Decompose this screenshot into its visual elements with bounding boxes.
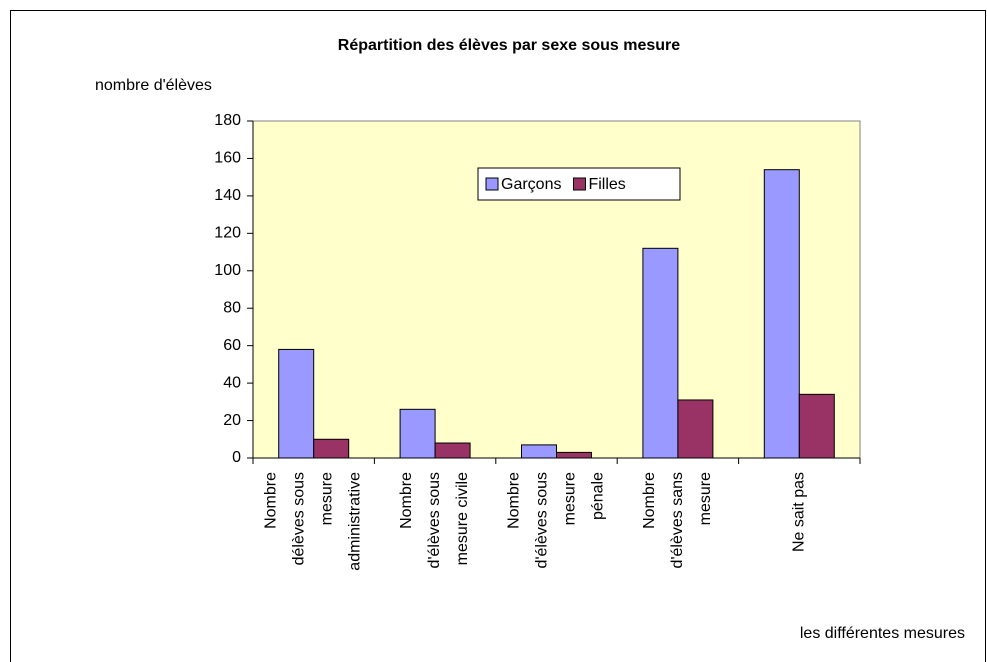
x-tick-label-line: Nombre (263, 472, 280, 529)
x-tick-label-line: mesure civile (454, 472, 471, 565)
legend-swatch (485, 177, 499, 191)
bar (556, 451, 592, 459)
x-tick-label: Ne sait pas (791, 472, 808, 552)
x-tick-label-line: Nombre (641, 472, 658, 529)
y-tick-label: 180 (214, 112, 241, 129)
bar (642, 247, 679, 459)
bar (399, 408, 436, 459)
x-tick-label-line: d'élèves sans (669, 472, 686, 568)
y-axis-label: nombre d'élèves (95, 77, 212, 94)
x-tick-label-line: délèves sous (291, 472, 308, 565)
y-tick-label: 80 (223, 299, 241, 316)
legend-label: Garçons (501, 176, 561, 193)
x-tick-label: Nombre d'élèves sans mesure (641, 472, 714, 569)
x-tick-label-line: mesure (319, 472, 336, 525)
x-tick-label-line: mesure (697, 472, 714, 525)
x-tick-label-line: Nombre (506, 472, 523, 529)
y-tick-label: 140 (214, 187, 241, 204)
legend-label: Filles (588, 176, 625, 193)
x-tick-label-line: administrative (347, 472, 364, 571)
y-tick-label: 120 (214, 225, 241, 242)
y-tick-label: 40 (223, 374, 241, 391)
bar (763, 169, 800, 459)
x-tick-label-line: Nombre (398, 472, 415, 529)
bar (677, 399, 714, 459)
bar (798, 393, 835, 459)
x-tick-label: Nombre délèves sous mesure administrative (263, 472, 364, 571)
x-tick-label: Nombre d'élèves sous mesure pénale (506, 472, 607, 569)
x-tick-label-line: Ne sait pas (791, 472, 808, 552)
bar (278, 348, 315, 459)
y-tick-label: 20 (223, 412, 241, 429)
bar (313, 438, 350, 459)
y-tick-label: 60 (223, 337, 241, 354)
bar (521, 444, 557, 459)
x-tick-label: Nombre d'élèves sous mesure civile (398, 472, 471, 569)
y-tick-label: 160 (214, 150, 241, 167)
x-tick-label-line: mesure (562, 472, 579, 525)
x-tick-label-line: pénale (590, 472, 607, 520)
y-tick-label: 100 (214, 262, 241, 279)
x-axis-label: les différentes mesures (800, 625, 965, 642)
bar (434, 442, 471, 459)
x-tick-label-line: d'élèves sous (426, 472, 443, 568)
x-tick-label-line: d'élèves sous (534, 472, 551, 568)
chart-title: Répartition des élèves par sexe sous mes… (338, 37, 680, 54)
legend-swatch (572, 177, 586, 191)
y-tick-label: 0 (232, 449, 241, 466)
